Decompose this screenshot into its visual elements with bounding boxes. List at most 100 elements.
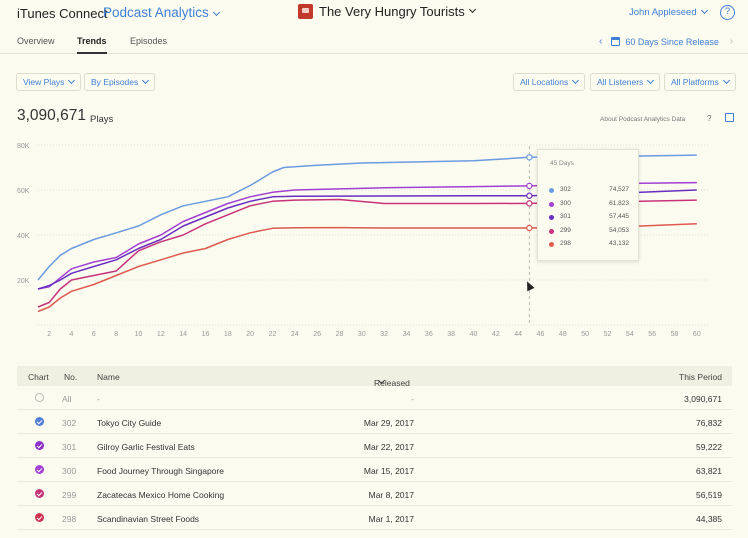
brand-title: iTunes Connect	[17, 6, 108, 21]
tooltip-value: 54,053	[609, 226, 629, 234]
episodes-table: Chart No. Name Released This Period All -…	[17, 366, 732, 530]
x-tick-label: 48	[559, 331, 567, 338]
metric-filter-label: View Plays	[23, 77, 65, 87]
episode-released: Mar 1, 2017	[368, 514, 414, 524]
tab-overview[interactable]: Overview	[17, 36, 55, 46]
series-line-299	[37, 198, 697, 308]
episode-released: Mar 22, 2017	[363, 442, 414, 452]
chart-toggle-checkbox[interactable]	[35, 489, 44, 498]
x-tick-label: 56	[648, 331, 656, 338]
x-tick-label: 54	[626, 331, 634, 338]
table-row[interactable]: 298 Scandinavian Street Foods Mar 1, 2017 4…	[17, 506, 732, 530]
date-range-label: 60 Days Since Release	[625, 36, 719, 47]
x-tick-label: 18	[224, 331, 232, 338]
podcast-title: The Very Hungry Tourists	[319, 4, 465, 19]
platform-filter-label: All Platforms	[671, 77, 719, 87]
episode-released: -	[411, 394, 414, 404]
episode-this-period: 59,222	[696, 442, 722, 452]
x-tick-label: 6	[92, 331, 96, 338]
help-icon[interactable]: ?	[720, 5, 735, 20]
date-range-selector[interactable]: ‹ 60 Days Since Release ›	[599, 36, 733, 47]
x-tick-label: 34	[403, 331, 411, 338]
location-filter[interactable]: All Locations	[513, 73, 586, 91]
tooltip-episode: 301	[560, 213, 571, 220]
grouping-filter[interactable]: By Episodes	[84, 73, 156, 91]
y-tick-label: 20K	[17, 278, 30, 285]
x-tick-label: 50	[581, 331, 589, 338]
episode-number: All	[62, 394, 72, 404]
next-range-icon[interactable]: ›	[729, 36, 734, 47]
y-tick-label: 40K	[17, 233, 30, 240]
col-chart: Chart	[28, 372, 49, 382]
col-name: Name	[97, 372, 120, 382]
x-tick-label: 26	[313, 331, 321, 338]
tooltip-value: 57,445	[609, 213, 629, 220]
hover-point-301	[526, 192, 533, 199]
user-menu[interactable]: John Appleseed	[629, 6, 708, 18]
episode-name: Zacatecas Mexico Home Cooking	[97, 490, 225, 500]
x-tick-label: 42	[492, 331, 500, 338]
platform-filter[interactable]: All Platforms	[664, 73, 736, 91]
chart-toggle-checkbox[interactable]	[35, 465, 44, 474]
series-line-298	[37, 223, 697, 313]
chart-toggle-checkbox[interactable]	[35, 393, 44, 402]
section-menu-label: Podcast Analytics	[103, 5, 209, 20]
x-tick-label: 44	[514, 331, 522, 338]
hover-point-299	[526, 200, 533, 207]
chart-toggle-checkbox[interactable]	[35, 513, 44, 522]
about-help-icon[interactable]: ?	[707, 114, 712, 123]
table-header: Chart No. Name Released This Period	[17, 366, 732, 388]
x-tick-label: 38	[447, 331, 455, 338]
chevron-down-icon	[212, 8, 220, 17]
tab-episodes[interactable]: Episodes	[130, 36, 168, 46]
table-row[interactable]: 299 Zacatecas Mexico Home Cooking Mar 8, 2…	[17, 482, 732, 506]
col-no: No.	[64, 372, 78, 382]
export-icon[interactable]	[725, 113, 734, 122]
table-row[interactable]: 302 Tokyo City Guide Mar 29, 2017 76,832	[17, 410, 732, 434]
table-row[interactable]: All - - 3,090,671	[17, 386, 732, 410]
x-tick-label: 24	[291, 331, 299, 338]
episode-number: 302	[62, 418, 77, 428]
col-this-period[interactable]: This Period	[679, 372, 722, 382]
table-row[interactable]: 301 Gilroy Garlic Festival Eats Mar 22, 20…	[17, 434, 732, 458]
episode-name: -	[97, 394, 100, 404]
table-row[interactable]: 300 Food Journey Through Singapore Mar 15,…	[17, 458, 732, 482]
x-tick-label: 32	[380, 331, 388, 338]
episode-name: Food Journey Through Singapore	[97, 466, 224, 476]
series-dot-icon	[549, 228, 554, 234]
hover-point-298	[526, 224, 533, 232]
series-dot-icon	[549, 188, 554, 193]
active-tab-indicator	[77, 52, 107, 54]
tooltip-episode: 300	[560, 199, 571, 207]
episode-name: Gilroy Garlic Festival Eats	[97, 442, 195, 452]
y-tick-label: 80K	[17, 143, 30, 150]
about-data-link[interactable]: About Podcast Analytics Data	[600, 116, 686, 123]
tooltip-value: 74,527	[609, 186, 629, 193]
section-menu[interactable]: Podcast Analytics	[103, 5, 220, 20]
chevron-down-icon	[700, 6, 708, 15]
episode-released: Mar 29, 2017	[363, 418, 414, 428]
tooltip-title: 45 Days	[550, 160, 574, 167]
podcast-selector[interactable]: The Very Hungry Tourists	[298, 4, 476, 19]
chart-toggle-checkbox[interactable]	[35, 441, 44, 450]
grouping-filter-label: By Episodes	[91, 77, 139, 87]
chevron-down-icon	[647, 76, 655, 85]
listener-filter[interactable]: All Listeners	[590, 73, 661, 91]
user-name: John Appleseed	[629, 7, 697, 18]
chart-toggle-checkbox[interactable]	[35, 417, 44, 426]
hover-point-302	[526, 154, 533, 161]
episode-this-period: 3,090,671	[684, 394, 722, 404]
previous-range-icon[interactable]: ‹	[599, 36, 603, 47]
tab-trends[interactable]: Trends	[77, 36, 107, 46]
x-tick-label: 30	[358, 331, 366, 338]
metric-filter[interactable]: View Plays	[16, 73, 82, 91]
top-bar: iTunes Connect Podcast Analytics The Ver…	[0, 0, 748, 28]
episode-this-period: 56,519	[696, 490, 722, 500]
podcast-artwork-icon	[298, 4, 313, 19]
episode-released: Mar 15, 2017	[363, 466, 414, 476]
x-tick-label: 16	[202, 331, 210, 338]
chart-tooltip: 45 Days 302 74,527 300 61,823 301 57,445 299 54…	[537, 149, 639, 261]
episode-number: 300	[62, 466, 77, 476]
x-tick-label: 10	[135, 331, 143, 338]
